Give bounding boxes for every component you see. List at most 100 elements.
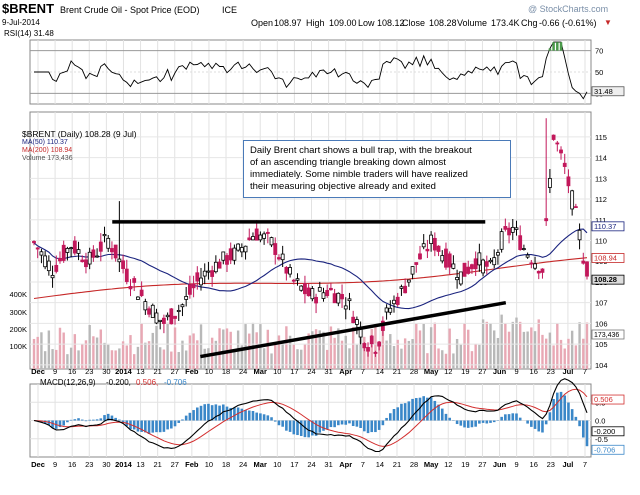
- candle-body: [187, 284, 192, 295]
- candle-body: [262, 233, 267, 239]
- x-tick-label: 27: [171, 460, 179, 469]
- x-tick-label: 24: [239, 367, 247, 376]
- ma50-legend: MA(50) 110.37: [22, 139, 68, 146]
- candle-body: [562, 162, 567, 167]
- volume-bar: [262, 348, 266, 369]
- macd-tick-label: 0.0: [595, 417, 605, 426]
- macd-histogram-bar: [166, 420, 169, 430]
- candle-body: [65, 248, 70, 253]
- volume-bar: [92, 336, 95, 369]
- x-tick-label: 18: [222, 367, 230, 376]
- annotation-line: immediately. Some nimble traders will ha…: [250, 169, 468, 180]
- macd-histogram-bar: [99, 418, 103, 421]
- candle-body: [306, 287, 311, 297]
- macd-histogram-bar: [489, 420, 492, 423]
- x-tick-label: May: [424, 460, 439, 469]
- x-tick-label: 13: [136, 460, 144, 469]
- ma50-line: [33, 228, 588, 310]
- macd-value-label: -0.200: [594, 427, 615, 436]
- rsi-value-box: [591, 86, 625, 97]
- candle-body: [243, 245, 248, 253]
- macd-legend-v1: -0.200,: [106, 378, 131, 387]
- volume-bar: [344, 335, 347, 369]
- rsi-line: [34, 41, 588, 100]
- volume-bar: [188, 335, 192, 369]
- macd-histogram-bar: [400, 403, 403, 421]
- candle-body: [392, 299, 396, 305]
- macd-histogram-bar: [58, 420, 62, 428]
- volume-bar: [504, 323, 507, 369]
- volume-bar: [140, 323, 143, 369]
- macd-histogram-bar: [537, 420, 541, 432]
- candle-body: [488, 259, 493, 263]
- candle-body: [288, 267, 292, 275]
- candle-body: [247, 237, 252, 241]
- volume-bar: [422, 324, 425, 369]
- candle-body: [191, 283, 196, 289]
- x-tick-label: 10: [205, 460, 213, 469]
- candle-body: [158, 319, 163, 322]
- x-tick-label: 14: [376, 367, 384, 376]
- x-tick-label: Feb: [185, 460, 199, 469]
- volume-bar: [374, 324, 377, 369]
- volume-bar: [118, 348, 121, 369]
- down-arrow-icon: ▼: [604, 18, 612, 27]
- candle-body: [492, 257, 497, 266]
- candle-body: [377, 341, 382, 347]
- macd-signal-line: [33, 388, 588, 447]
- x-tick-label: 21: [153, 460, 161, 469]
- candle-body: [444, 248, 448, 268]
- candle-body: [354, 319, 359, 325]
- x-tick-label: 27: [171, 367, 179, 376]
- candle-body: [414, 262, 419, 265]
- macd-histogram-bar: [288, 420, 292, 432]
- volume-value-box: [591, 329, 625, 340]
- volume-bar: [552, 345, 555, 369]
- candle-body: [499, 231, 504, 250]
- volume-bar: [129, 335, 132, 369]
- volume-bar: [121, 341, 125, 369]
- volume-bar: [340, 340, 344, 369]
- volume-bar: [522, 331, 526, 369]
- volume-bar: [162, 349, 166, 369]
- candle-body: [132, 278, 137, 283]
- volume-bar: [114, 350, 117, 369]
- candle-body: [113, 244, 118, 259]
- volume-bar: [463, 323, 466, 369]
- macd-histogram-bar: [544, 420, 548, 425]
- volume-bar: [556, 323, 559, 369]
- change-label: Chg: [521, 18, 538, 28]
- macd-histogram-bar: [533, 420, 537, 429]
- candle-body: [314, 296, 318, 304]
- volume-bar: [518, 321, 522, 369]
- x-tick-label: 2014: [115, 460, 133, 469]
- volume-bar: [366, 351, 370, 369]
- candle-body: [555, 142, 560, 145]
- volume-bar: [66, 354, 69, 369]
- volume-bar: [433, 322, 437, 369]
- candle-body: [451, 263, 456, 269]
- candle-body: [470, 264, 474, 270]
- candle-body: [518, 235, 523, 250]
- volume-bar: [363, 336, 366, 369]
- volume-bar: [32, 338, 36, 369]
- macd-histogram-bar: [270, 417, 273, 421]
- rsi-value-label: 31.48: [594, 87, 613, 96]
- x-tick-label: 17: [290, 367, 298, 376]
- x-tick-label: Apr: [339, 460, 352, 469]
- macd-histogram-bar: [388, 413, 392, 421]
- price-value-label: 110.37: [594, 222, 616, 231]
- candle-body: [213, 261, 218, 273]
- candle-body: [161, 317, 166, 324]
- macd-histogram-bar: [247, 410, 251, 421]
- price-value-box: [591, 253, 625, 263]
- macd-histogram-bar: [162, 420, 166, 432]
- macd-histogram-bar: [229, 407, 233, 421]
- low-value: 108.12: [377, 18, 405, 28]
- candle-body: [284, 267, 289, 274]
- x-tick-label: 9: [53, 367, 57, 376]
- macd-histogram-bar: [259, 413, 262, 421]
- macd-histogram-bar: [337, 420, 340, 426]
- macd-histogram-bar: [385, 417, 388, 421]
- volume-bar: [567, 338, 570, 369]
